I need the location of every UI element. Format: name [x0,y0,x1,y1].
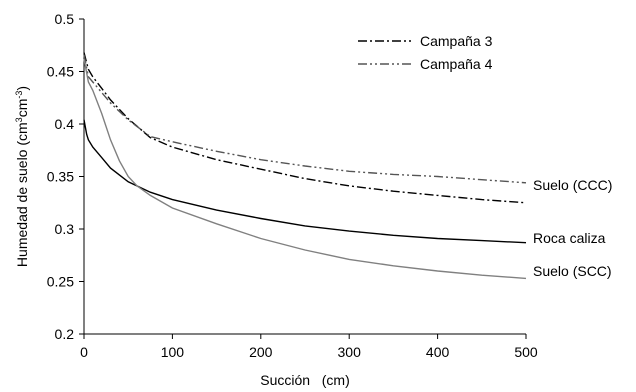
x-tick-label: 500 [514,344,538,360]
curve-label-2: Roca caliza [533,230,606,246]
y-tick-label: 0.4 [55,116,75,132]
x-tick-label: 300 [338,344,362,360]
y-tick-label: 0.25 [47,274,74,290]
series-line-2 [84,55,526,183]
y-axis-label-superscript: -3 [14,91,24,99]
series-layer [84,53,526,279]
legend-label-2: Campaña 4 [420,56,493,72]
y-axis-label-part: Humedad de suelo (cm [14,122,30,267]
x-tick-label: 200 [249,344,273,360]
x-tick-label: 0 [80,344,88,360]
y-axis-label-part: cm [14,99,30,118]
legend-label-1: Campaña 3 [420,33,493,49]
x-tick-label: 400 [426,344,450,360]
x-tick-label: 100 [161,344,185,360]
legend: Campaña 3 Campaña 4 [358,33,493,72]
y-tick-label: 0.5 [55,11,75,27]
y-axis-label: Humedad de suelo (cm3cm-3) [14,86,30,267]
y-tick-label: 0.45 [47,64,74,80]
y-tick-label: 0.3 [55,221,75,237]
y-tick-label: 0.2 [55,326,75,342]
y-axis-label-part: ) [14,86,30,91]
x-axis-label: Succión (cm) [260,372,349,388]
annotations: Suelo (CCC) Roca caliza Suelo (SCC) [533,177,612,279]
curve-label-3: Suelo (SCC) [533,263,612,279]
y-tick-label: 0.35 [47,169,74,185]
series-line-4 [84,59,526,279]
curve-label-1: Suelo (CCC) [533,177,612,193]
series-line-1 [84,53,526,203]
